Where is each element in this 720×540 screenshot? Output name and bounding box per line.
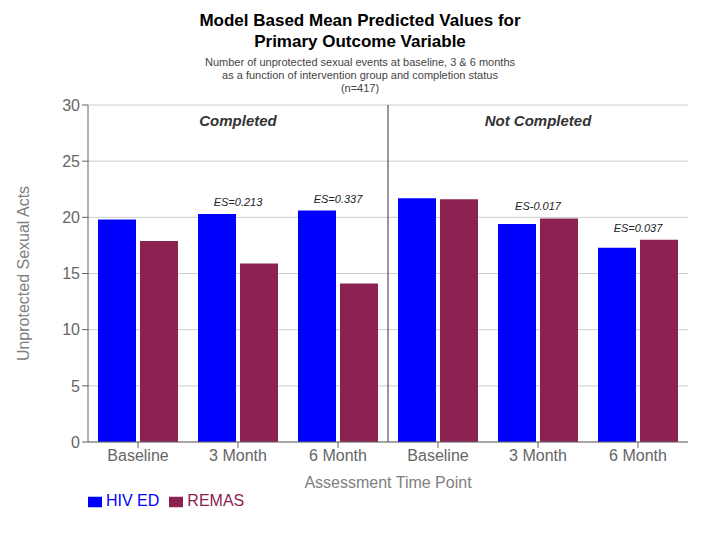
svg-text:3 Month: 3 Month [509,447,567,464]
html-text:REMAS: REMAS [187,492,245,509]
svg-text:ES=0.337: ES=0.337 [314,193,364,205]
svg-text:15: 15 [62,265,80,282]
svg-text:ES=0.037: ES=0.037 [614,222,664,234]
svg-text:3 Month: 3 Month [209,447,267,464]
svg-text:ES-0.017: ES-0.017 [515,200,562,212]
html-text:Number of unprotected sexual e: Number of unprotected sexual events at b… [205,56,515,68]
svg-text:Baseline: Baseline [407,447,468,464]
svg-text:0: 0 [71,434,80,451]
svg-text:6 Month: 6 Month [609,447,667,464]
svg-text:6 Month: 6 Month [309,447,367,464]
svg-text:20: 20 [62,209,80,226]
svg-text:5: 5 [71,378,80,395]
svg-text:Assessment Time Point: Assessment Time Point [304,474,472,491]
html-text:as a function of intervention: as a function of intervention group and … [222,69,498,81]
svg-text:ES=0.213: ES=0.213 [214,196,264,208]
svg-text:30: 30 [62,97,80,114]
html-text:HIV ED: HIV ED [106,492,160,509]
svg-text:10: 10 [62,321,80,338]
html-text:Model Based Mean Predicted Val: Model Based Mean Predicted Values for [199,11,521,30]
svg-text:Unprotected Sexual Acts: Unprotected Sexual Acts [15,186,32,361]
html-text:Primary Outcome Variable: Primary Outcome Variable [254,32,466,51]
svg-text:Completed: Completed [199,112,277,129]
html-text:(n=417): (n=417) [340,82,380,94]
svg-text:25: 25 [62,153,80,170]
svg-text:Baseline: Baseline [107,447,168,464]
svg-text:Not Completed: Not Completed [485,112,593,129]
